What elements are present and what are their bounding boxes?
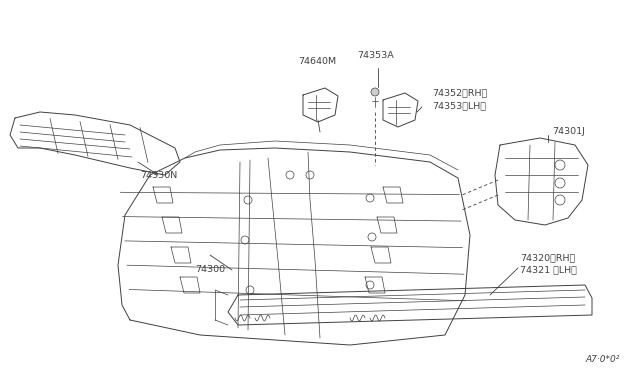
- Text: 74353〈LH〉: 74353〈LH〉: [432, 102, 486, 110]
- Text: 74330N: 74330N: [140, 170, 177, 180]
- Text: 74353A: 74353A: [357, 51, 394, 60]
- Text: A7·0*0²: A7·0*0²: [586, 356, 620, 365]
- Text: 74320〈RH〉: 74320〈RH〉: [520, 253, 575, 263]
- Circle shape: [371, 88, 379, 96]
- Text: 74301J: 74301J: [552, 128, 585, 137]
- Text: 74300: 74300: [195, 266, 225, 275]
- Text: 74352〈RH〉: 74352〈RH〉: [432, 89, 487, 97]
- Text: 74640M: 74640M: [298, 58, 336, 67]
- Text: 74321 〈LH〉: 74321 〈LH〉: [520, 266, 577, 275]
